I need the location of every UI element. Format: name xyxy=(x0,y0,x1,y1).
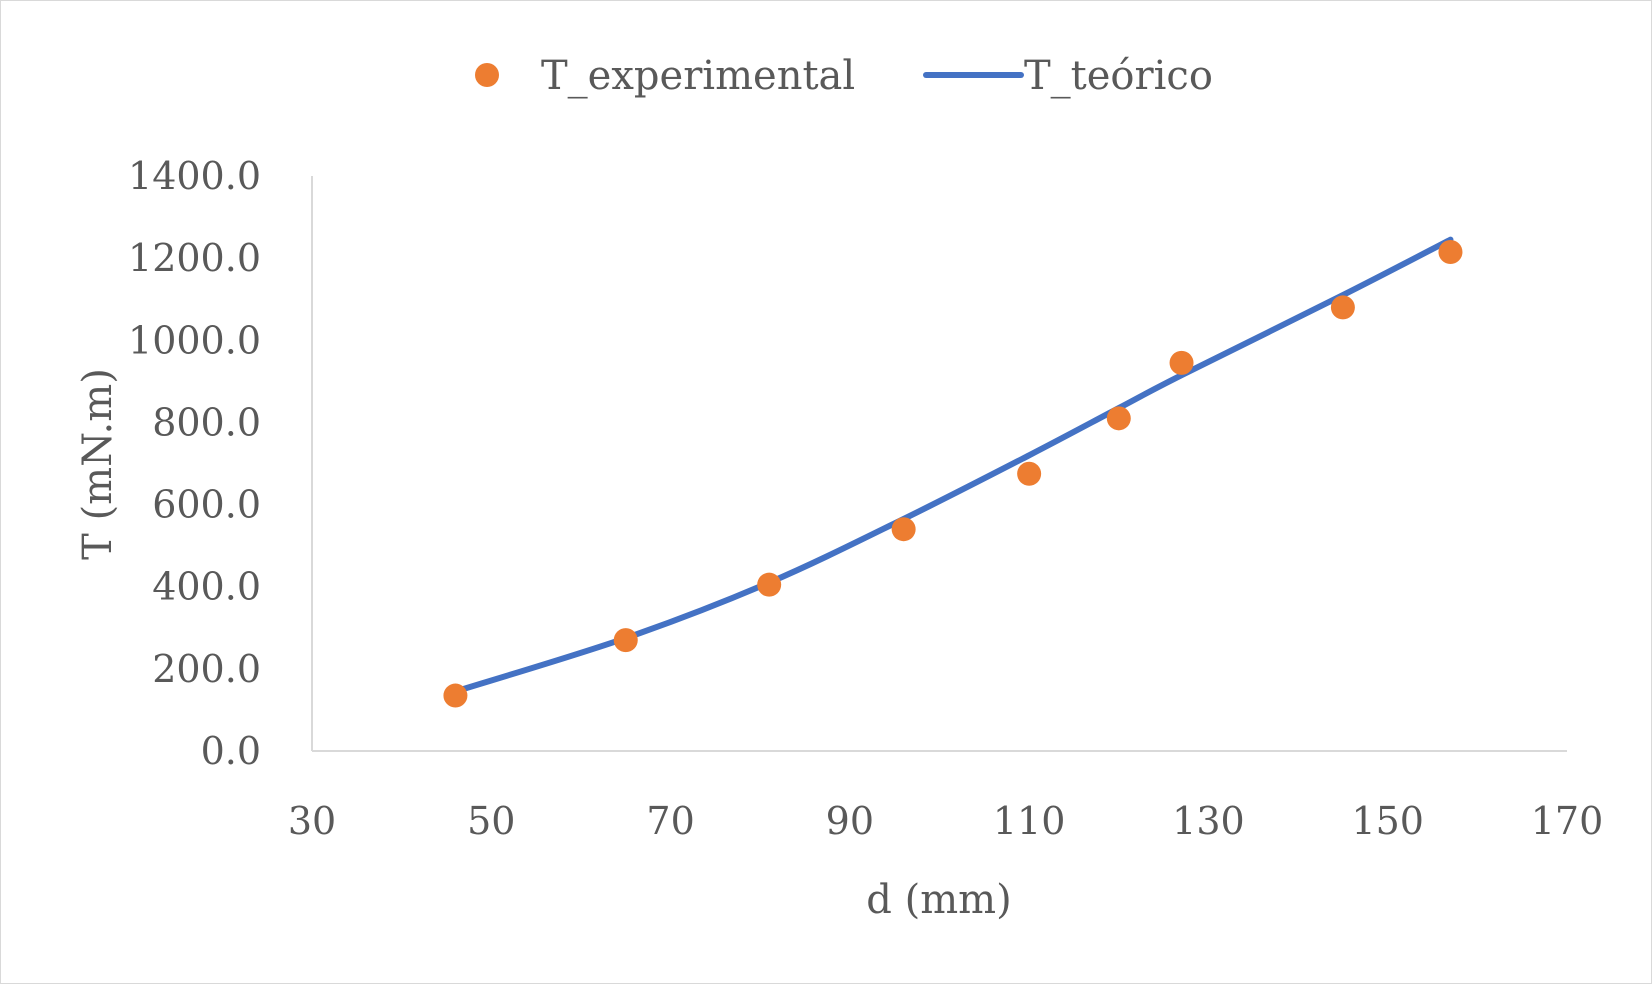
y-tick-label: 200.0 xyxy=(152,647,261,691)
legend-label-experimental: T_experimental xyxy=(541,53,855,99)
x-axis-title: d (mm) xyxy=(866,877,1011,923)
data-point-experimental xyxy=(757,572,782,597)
y-tick-label: 800.0 xyxy=(152,400,261,444)
series-line-teorico xyxy=(452,236,1454,695)
x-tick-labels: 30 50 70 90 110 130 150 170 xyxy=(288,799,1603,843)
x-tick-label: 50 xyxy=(467,799,515,843)
y-axis-title: T (mN.m) xyxy=(75,368,121,560)
y-tick-label: 400.0 xyxy=(152,565,261,609)
y-tick-label: 1200.0 xyxy=(128,236,261,280)
data-point-experimental xyxy=(1330,295,1355,320)
data-point-experimental xyxy=(1106,406,1131,431)
data-point-experimental xyxy=(613,628,638,653)
plot-series xyxy=(443,236,1463,708)
y-tick-label: 0.0 xyxy=(201,729,261,773)
y-tick-label: 600.0 xyxy=(152,483,261,527)
y-tick-labels: 0.0 200.0 400.0 600.0 800.0 1000.0 1200.0 1400.… xyxy=(128,154,261,773)
data-point-experimental xyxy=(1438,239,1463,264)
data-point-experimental xyxy=(891,517,916,542)
data-point-experimental xyxy=(1169,350,1194,375)
x-tick-label: 110 xyxy=(993,799,1066,843)
x-tick-label: 70 xyxy=(646,799,694,843)
x-tick-label: 90 xyxy=(826,799,874,843)
legend-marker-experimental xyxy=(475,63,499,87)
legend: T_experimental T_teórico xyxy=(475,53,1213,99)
x-tick-label: 30 xyxy=(288,799,336,843)
x-tick-label: 130 xyxy=(1172,799,1245,843)
data-point-experimental xyxy=(443,683,468,708)
x-tick-label: 170 xyxy=(1531,799,1604,843)
x-tick-label: 150 xyxy=(1351,799,1424,843)
legend-label-teorico: T_teórico xyxy=(1024,53,1213,99)
y-tick-label: 1000.0 xyxy=(128,318,261,362)
data-point-experimental xyxy=(1017,461,1042,486)
y-tick-label: 1400.0 xyxy=(128,154,261,198)
